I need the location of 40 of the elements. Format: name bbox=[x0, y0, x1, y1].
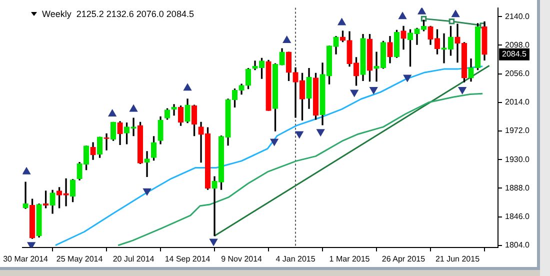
point bbox=[398, 12, 407, 20]
x-tick-label: 4 Jan 2015 bbox=[276, 254, 316, 264]
y-tick-label: 2098.0 bbox=[505, 40, 530, 50]
point bbox=[350, 90, 358, 97]
point bbox=[210, 238, 218, 246]
point bbox=[295, 131, 304, 138]
x-tick-label: 25 May 2014 bbox=[56, 254, 104, 264]
x-tick-label: 26 Apr 2015 bbox=[382, 254, 426, 264]
point bbox=[452, 10, 460, 18]
y-tick-label: 1888.0 bbox=[505, 183, 530, 192]
point bbox=[316, 129, 325, 136]
point bbox=[108, 109, 116, 116]
x-tick-label: 21 Jun 2015 bbox=[435, 254, 480, 264]
point bbox=[130, 104, 138, 112]
x-tick-label: 20 Jul 2014 bbox=[112, 254, 155, 264]
y-tick-label: 1972.0 bbox=[505, 126, 530, 136]
x-tick-label: 1 Mar 2015 bbox=[329, 254, 370, 264]
candlestick bbox=[144, 151, 150, 177]
x-tick-label: 9 Nov 2014 bbox=[221, 254, 263, 264]
point bbox=[370, 86, 378, 94]
x-tick-label: 30 Mar 2014 bbox=[3, 254, 49, 264]
point bbox=[282, 36, 291, 43]
point bbox=[143, 188, 151, 196]
chart-title: Weekly 2125.2 2132.6 2076.0 2084.5 bbox=[42, 9, 194, 19]
x-tick-label: 14 Sep 2014 bbox=[164, 254, 211, 264]
point bbox=[184, 84, 192, 91]
y-tick-label: 1846.0 bbox=[505, 212, 530, 221]
y-tick-label: 2056.0 bbox=[505, 69, 530, 78]
point bbox=[458, 86, 466, 94]
point bbox=[403, 74, 412, 82]
y-tick-label: 1804.0 bbox=[505, 240, 530, 250]
point bbox=[338, 18, 346, 26]
y-tick-label: 2140.0 bbox=[505, 12, 530, 21]
text: 2084.5 bbox=[502, 50, 528, 59]
y-tick-label: 1930.0 bbox=[505, 154, 530, 164]
point bbox=[418, 8, 426, 14]
point bbox=[270, 138, 278, 146]
y-tick-label: 2014.0 bbox=[505, 98, 530, 107]
point bbox=[448, 18, 455, 24]
candlestick bbox=[22, 182, 28, 209]
